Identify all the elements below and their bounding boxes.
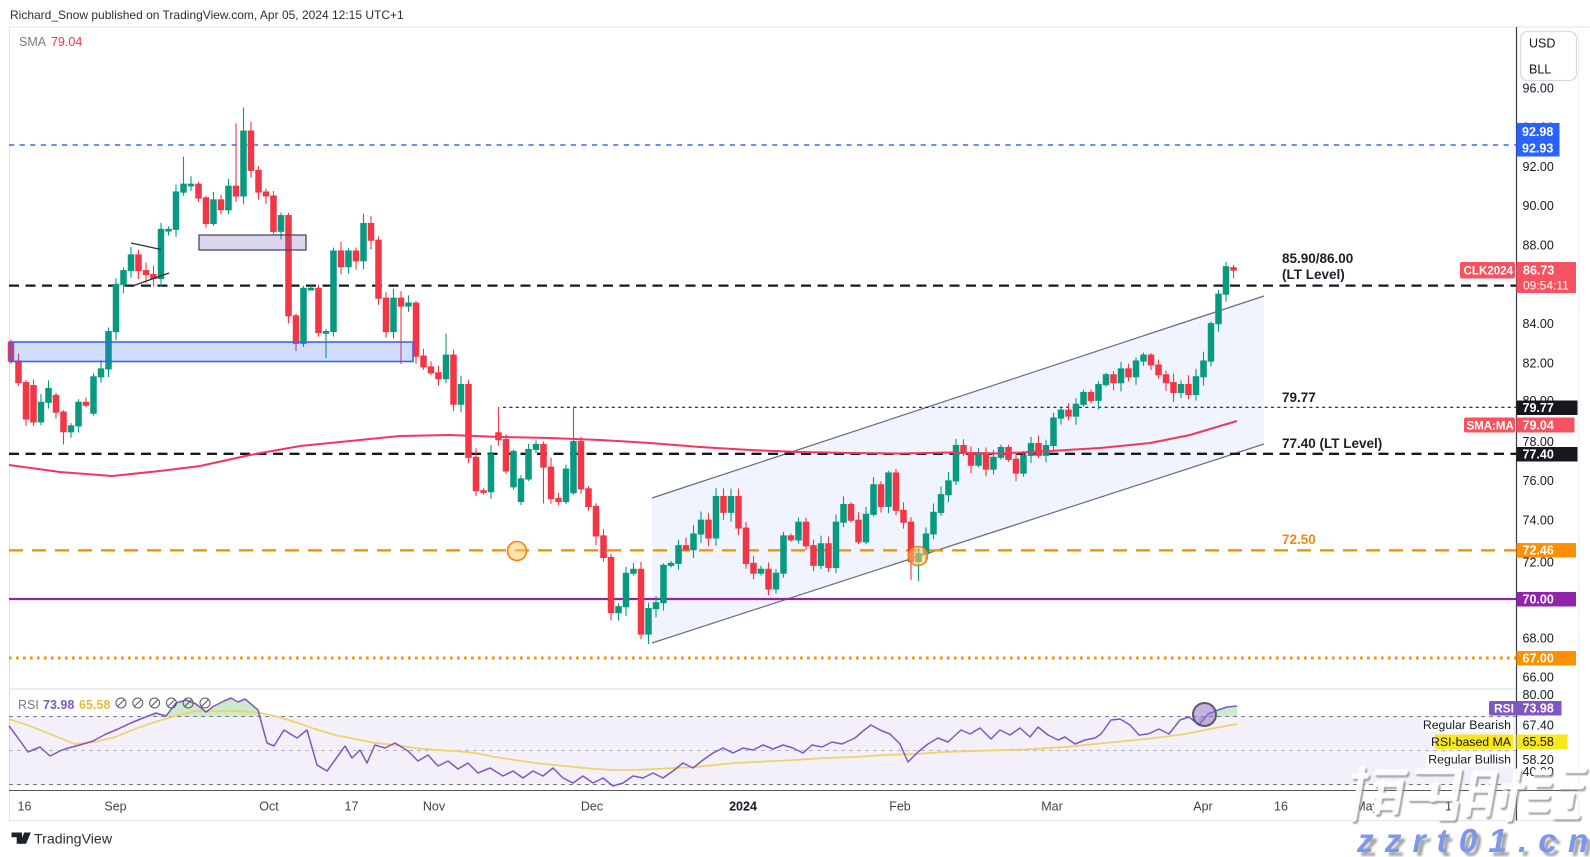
svg-text:72.00: 72.00 [1523, 555, 1554, 569]
svg-text:80.00: 80.00 [1523, 688, 1554, 702]
svg-text:Dec: Dec [581, 800, 603, 814]
svg-text:86.73: 86.73 [1523, 264, 1554, 278]
svg-text:82.00: 82.00 [1523, 356, 1554, 370]
svg-text:88.00: 88.00 [1523, 238, 1554, 252]
svg-text:Sep: Sep [104, 800, 126, 814]
svg-text:Apr: Apr [1193, 800, 1212, 814]
svg-text:16: 16 [18, 800, 32, 814]
svg-text:Feb: Feb [889, 800, 911, 814]
svg-text:65.58: 65.58 [79, 698, 110, 712]
svg-text:79.04: 79.04 [1523, 419, 1554, 433]
svg-text:RSI: RSI [18, 698, 39, 712]
svg-text:BLL: BLL [1529, 63, 1551, 77]
svg-text:96.00: 96.00 [1523, 81, 1554, 95]
svg-text:92.00: 92.00 [1523, 160, 1554, 174]
svg-text:May: May [1355, 800, 1379, 814]
svg-text:92.98: 92.98 [1522, 125, 1553, 139]
svg-text:79.77: 79.77 [1523, 401, 1554, 415]
svg-text:Regular Bearish: Regular Bearish [1423, 718, 1511, 732]
svg-text:USD: USD [1529, 37, 1555, 51]
svg-text:84.00: 84.00 [1523, 317, 1554, 331]
svg-text:70.00: 70.00 [1523, 593, 1554, 607]
svg-text:67.40: 67.40 [1523, 719, 1554, 733]
svg-text:68.00: 68.00 [1523, 631, 1554, 645]
svg-text:77.40: 77.40 [1523, 448, 1554, 462]
svg-text:2024: 2024 [729, 800, 757, 814]
svg-text:65.58: 65.58 [1523, 735, 1554, 749]
svg-text:RSI-based MA: RSI-based MA [1431, 735, 1512, 749]
svg-text:73.98: 73.98 [1523, 702, 1554, 716]
svg-text:67.00: 67.00 [1523, 652, 1554, 666]
svg-text:(LT Level): (LT Level) [1282, 267, 1345, 282]
svg-text:Oct: Oct [259, 800, 279, 814]
svg-text:Mar: Mar [1041, 800, 1063, 814]
svg-text:79.04: 79.04 [51, 35, 82, 49]
svg-text:09:54:11: 09:54:11 [1523, 279, 1569, 293]
svg-text:zzrt01.cn: zzrt01.cn [1356, 823, 1590, 857]
svg-text:77.40 (LT Level): 77.40 (LT Level) [1282, 436, 1382, 451]
svg-text:Nov: Nov [423, 800, 446, 814]
svg-text:72.46: 72.46 [1523, 544, 1554, 558]
svg-text:92.93: 92.93 [1522, 142, 1553, 156]
svg-text:76.00: 76.00 [1523, 474, 1554, 488]
svg-text:90.00: 90.00 [1523, 199, 1554, 213]
svg-text:72.50: 72.50 [1282, 532, 1316, 547]
svg-text:SMA:MA: SMA:MA [1467, 421, 1514, 433]
svg-text:58.20: 58.20 [1523, 753, 1554, 767]
svg-text:RSI: RSI [1494, 702, 1514, 716]
svg-text:78.00: 78.00 [1523, 435, 1554, 449]
svg-text:Richard_Snow published on Trad: Richard_Snow published on TradingView.co… [10, 8, 404, 22]
svg-text:Regular Bullish: Regular Bullish [1428, 753, 1511, 767]
svg-text:17: 17 [345, 800, 359, 814]
svg-text:CLK2024: CLK2024 [1464, 265, 1514, 278]
svg-text:85.90/86.00: 85.90/86.00 [1282, 251, 1353, 266]
svg-text:66.00: 66.00 [1523, 671, 1554, 685]
svg-text:79.77: 79.77 [1282, 390, 1316, 405]
svg-text:TradingView: TradingView [34, 832, 113, 848]
svg-text:73.98: 73.98 [43, 698, 74, 712]
svg-text:16: 16 [1274, 800, 1288, 814]
svg-text:SMA: SMA [19, 35, 47, 49]
svg-text:74.00: 74.00 [1523, 514, 1554, 528]
